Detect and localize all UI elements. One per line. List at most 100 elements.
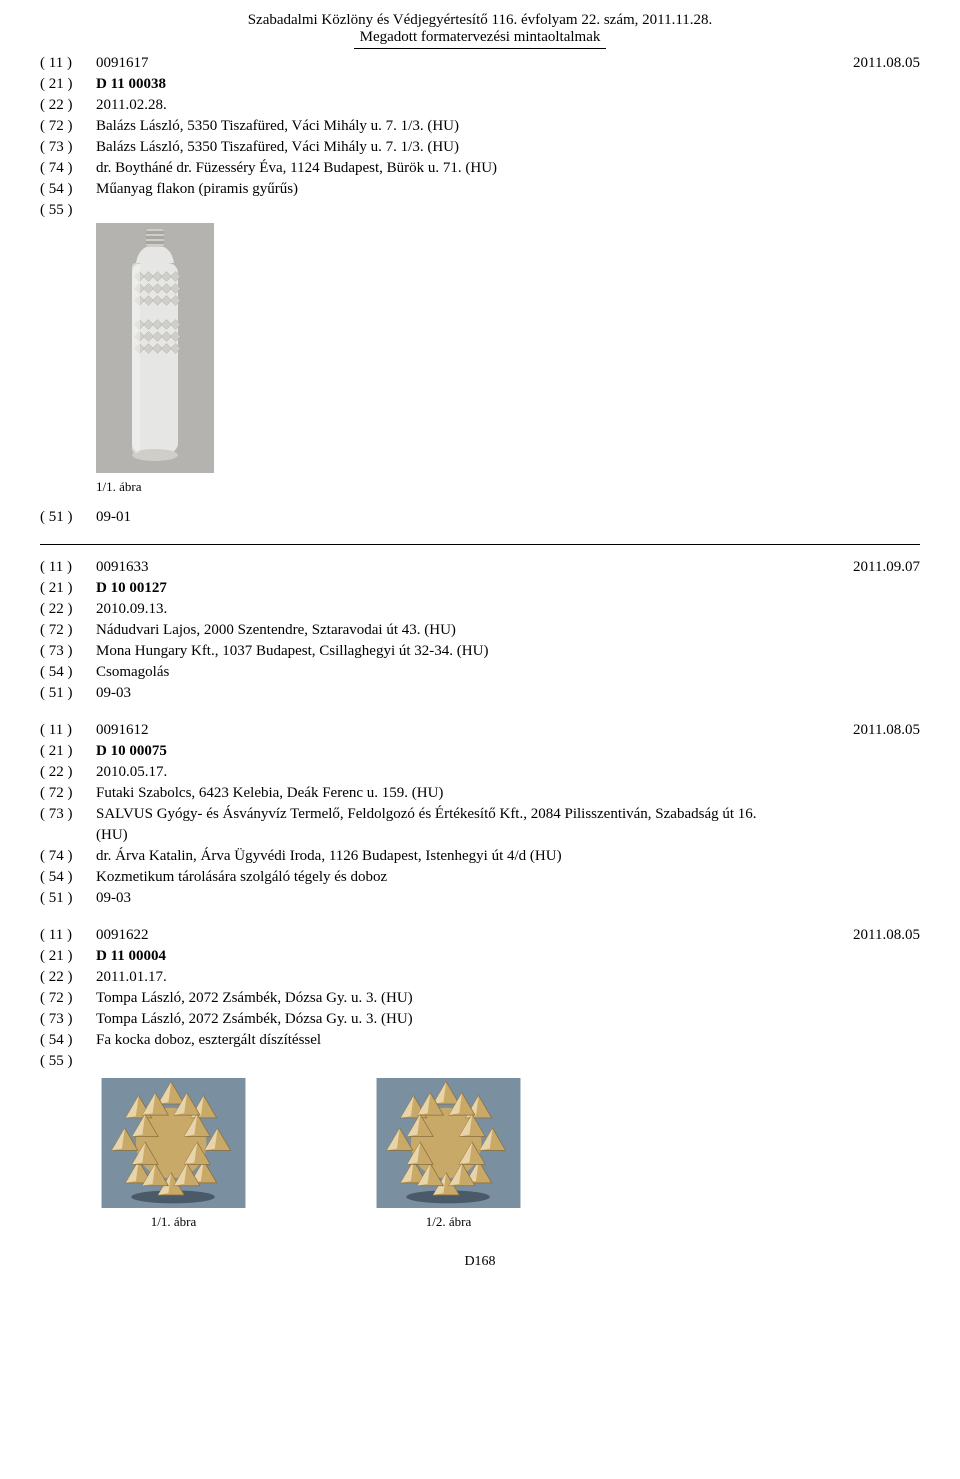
inid-code: ( 73 ): [40, 643, 96, 660]
inid-code: ( 11 ): [40, 559, 96, 576]
entry-row: ( 51 )09-03: [40, 685, 920, 702]
entry-row: ( 54 )Fa kocka doboz, esztergált díszíté…: [40, 1032, 920, 1049]
entry-gap: [40, 911, 920, 927]
inid-code: ( 55 ): [40, 1053, 96, 1070]
inid-code: ( 22 ): [40, 969, 96, 986]
entry-row: ( 22 )2011.01.17.: [40, 969, 920, 986]
entry-row: ( 21 )D 10 00127: [40, 580, 920, 597]
figure-caption: 1/1. ábra: [96, 479, 920, 495]
entry-gap: [40, 706, 920, 722]
entry-value: D 11 00038: [96, 76, 920, 93]
inid-code: ( 51 ): [40, 685, 96, 702]
inid-code: ( 22 ): [40, 601, 96, 618]
figure-wrap: [96, 223, 920, 473]
page-header: Szabadalmi Közlöny és Védjegyértesítő 11…: [40, 12, 920, 49]
entry-row: ( 21 )D 10 00075: [40, 743, 920, 760]
inid-code: ( 74 ): [40, 848, 96, 865]
entry-row: ( 11 )0091612 2011.08.05: [40, 722, 920, 739]
inid-code: ( 11 ): [40, 722, 96, 739]
entry-value: 0091612: [96, 722, 813, 739]
figure-caption: 1/1. ábra: [151, 1214, 196, 1230]
inid-code: ( 21 ): [40, 76, 96, 93]
entry-row: ( 21 )D 11 00038: [40, 76, 920, 93]
inid-code: ( 54 ): [40, 664, 96, 681]
entry-value: 0091633: [96, 559, 813, 576]
inid-code: ( 54 ): [40, 181, 96, 198]
entry-value: 09-01: [96, 509, 920, 526]
patent-entry: ( 11 )00916332011.09.07( 21 )D 10 00127(…: [40, 559, 920, 702]
entry-row: ( 73 )Mona Hungary Kft., 1037 Budapest, …: [40, 643, 920, 660]
entry-value: D 11 00004: [96, 948, 920, 965]
figure-col: 1/2. ábra: [371, 1078, 526, 1230]
entry-value: D 10 00127: [96, 580, 920, 597]
inid-code: ( 73 ): [40, 1011, 96, 1028]
inid-code: ( 73 ): [40, 139, 96, 156]
patent-entry: ( 11 )00916122011.08.05( 21 )D 10 00075(…: [40, 722, 920, 907]
inid-code: ( 51 ): [40, 509, 96, 526]
entry-value: Futaki Szabolcs, 6423 Kelebia, Deák Fere…: [96, 785, 920, 802]
content-area: ( 11 )00916172011.08.05( 21 )D 11 00038(…: [40, 55, 920, 1230]
entry-value: dr. Árva Katalin, Árva Ügyvédi Iroda, 11…: [96, 848, 920, 865]
inid-code: ( 51 ): [40, 890, 96, 907]
entry-value: Kozmetikum tárolására szolgáló tégely és…: [96, 869, 920, 886]
entry-row: ( 11 )00916172011.08.05: [40, 55, 920, 72]
inid-code: ( 22 ): [40, 97, 96, 114]
inid-code: ( 73 ): [40, 806, 96, 823]
header-line-2: Megadott formatervezési mintaoltalmak: [354, 29, 607, 49]
entry-row: ( 74 )dr. Boytháné dr. Füzesséry Éva, 11…: [40, 160, 920, 177]
entry-row: ( 73 )SALVUS Gyógy- és Ásványvíz Termelő…: [40, 806, 920, 823]
inid-code: ( 11 ): [40, 927, 96, 944]
separator-line: [40, 544, 920, 545]
entry-row: ( 73 )Tompa László, 2072 Zsámbék, Dózsa …: [40, 1011, 920, 1028]
entry-value: 2010.09.13.: [96, 601, 920, 618]
entry-value: SALVUS Gyógy- és Ásványvíz Termelő, Feld…: [96, 806, 920, 823]
patent-entry: ( 11 )00916172011.08.05( 21 )D 11 00038(…: [40, 55, 920, 526]
entry-row: ( 54 )Kozmetikum tárolására szolgáló tég…: [40, 869, 920, 886]
entry-value: Mona Hungary Kft., 1037 Budapest, Csilla…: [96, 643, 920, 660]
entry-value: D 10 00075: [96, 743, 920, 760]
entry-extra: 2011.09.07: [853, 559, 920, 576]
entry-value: Műanyag flakon (piramis gyűrűs): [96, 181, 920, 198]
entry-row: ( 54 )Műanyag flakon (piramis gyűrűs): [40, 181, 920, 198]
patent-entry: ( 11 )00916222011.08.05( 21 )D 11 00004(…: [40, 927, 920, 1230]
inid-code: ( 22 ): [40, 764, 96, 781]
inid-code: ( 21 ): [40, 743, 96, 760]
entry-value: 0091622: [96, 927, 813, 944]
inid-code: ( 11 ): [40, 55, 96, 72]
entry-value: Balázs László, 5350 Tiszafüred, Váci Mih…: [96, 139, 920, 156]
entry-value: Csomagolás: [96, 664, 920, 681]
entry-extra: 2011.08.05: [853, 722, 920, 739]
inid-code: ( 55 ): [40, 202, 96, 219]
entry-row: ( 22 )2011.02.28.: [40, 97, 920, 114]
entry-row: ( 11 )0091633 2011.09.07: [40, 559, 920, 576]
inid-code: ( 54 ): [40, 1032, 96, 1049]
inid-code: ( 72 ): [40, 990, 96, 1007]
entry-row: ( 54 )Csomagolás: [40, 664, 920, 681]
entry-row: ( 72 )Balázs László, 5350 Tiszafüred, Vá…: [40, 118, 920, 135]
inid-code: ( 74 ): [40, 160, 96, 177]
entry-row: ( 72 )Nádudvari Lajos, 2000 Szentendre, …: [40, 622, 920, 639]
inid-code: ( 21 ): [40, 948, 96, 965]
entry-value: Tompa László, 2072 Zsámbék, Dózsa Gy. u.…: [96, 990, 920, 1007]
entry-row: ( 51 )09-01: [40, 509, 920, 526]
inid-code: ( 54 ): [40, 869, 96, 886]
entry-row: ( 72 )Futaki Szabolcs, 6423 Kelebia, Deá…: [40, 785, 920, 802]
entry-row: ( 22 )2010.05.17.: [40, 764, 920, 781]
spike-figure: [371, 1078, 526, 1208]
entry-row: ( 55 ): [40, 1053, 920, 1070]
figure-caption: 1/2. ábra: [426, 1214, 471, 1230]
spike-figure: [96, 1078, 251, 1208]
entry-value: 2011.02.28.: [96, 97, 920, 114]
figure-row: 1/1. ábra 1/2. ábra: [96, 1078, 920, 1230]
entry-value: Balázs László, 5350 Tiszafüred, Váci Mih…: [96, 118, 920, 135]
entry-row: ( 72 )Tompa László, 2072 Zsámbék, Dózsa …: [40, 990, 920, 1007]
entry-value: Tompa László, 2072 Zsámbék, Dózsa Gy. u.…: [96, 1011, 920, 1028]
inid-code: ( 21 ): [40, 580, 96, 597]
entry-value: dr. Boytháné dr. Füzesséry Éva, 1124 Bud…: [96, 160, 920, 177]
bottle-figure: [96, 223, 214, 473]
entry-row: ( 51 )09-03: [40, 890, 920, 907]
entry-value: Nádudvari Lajos, 2000 Szentendre, Sztara…: [96, 622, 920, 639]
entry-value: 2011.01.17.: [96, 969, 920, 986]
entry-row: ( 73 )Balázs László, 5350 Tiszafüred, Vá…: [40, 139, 920, 156]
page-number: D168: [40, 1254, 920, 1270]
